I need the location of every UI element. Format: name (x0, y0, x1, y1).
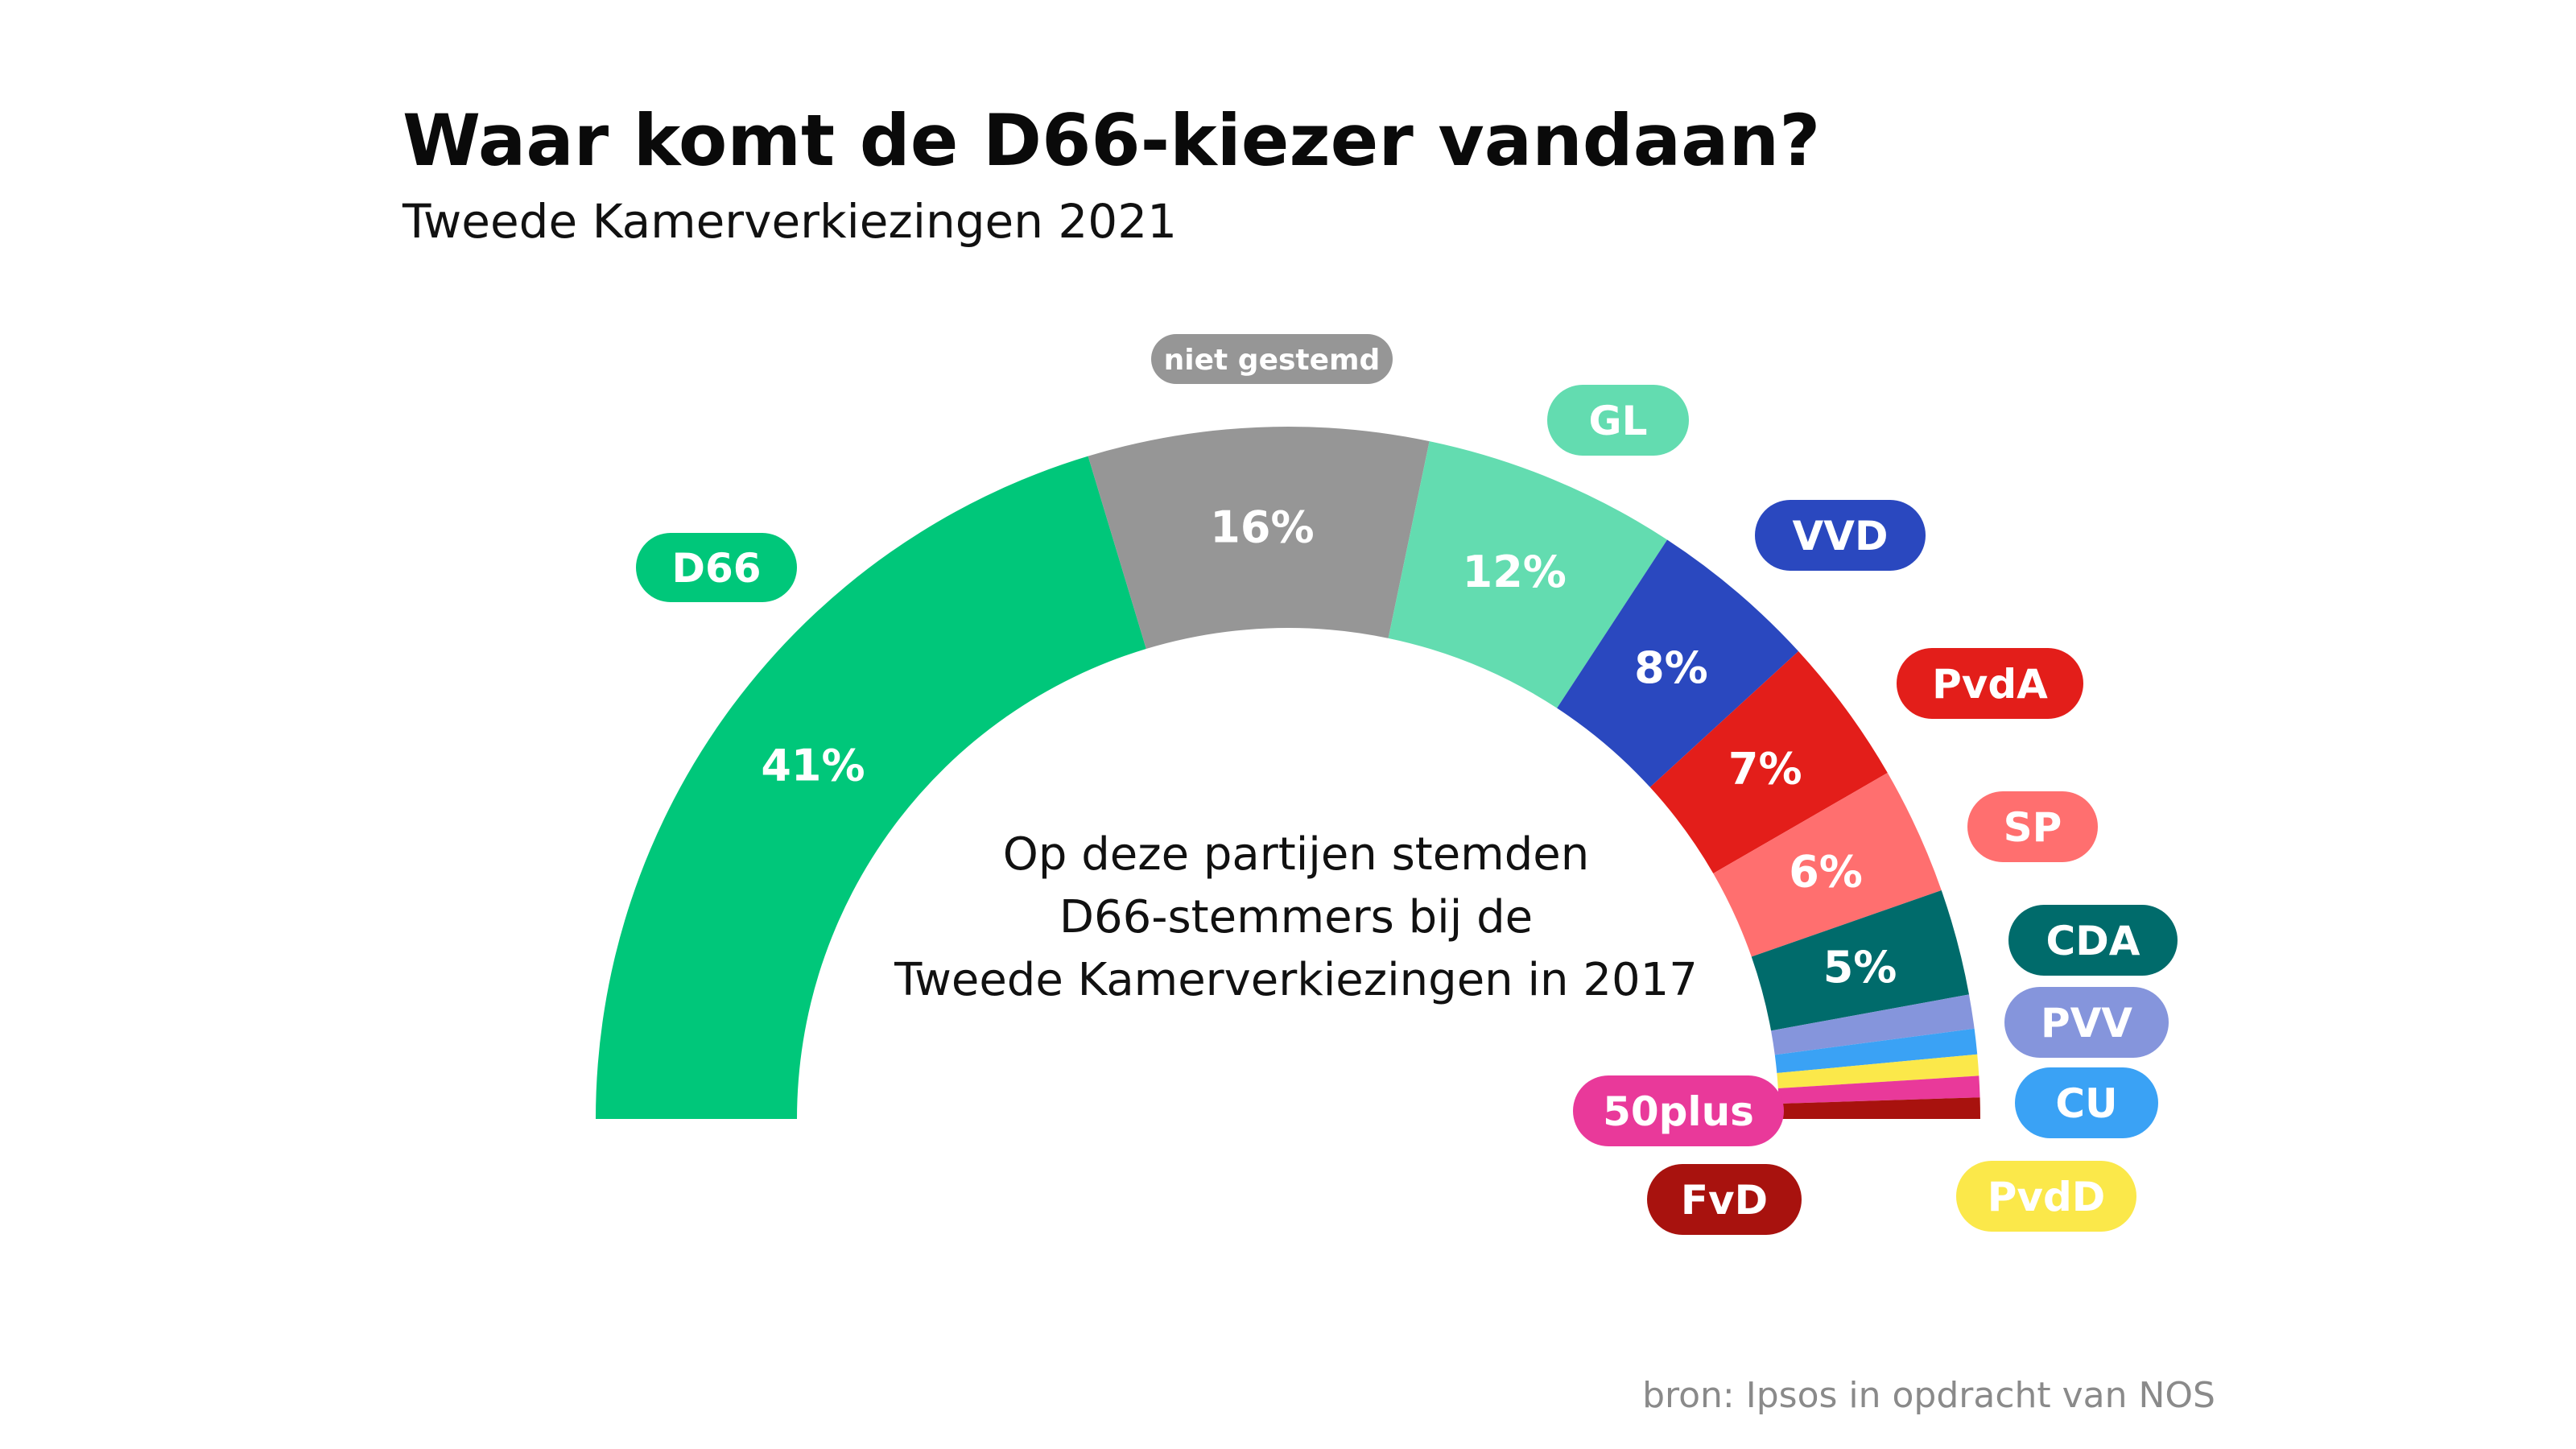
pill-bg-vvd (1755, 500, 1926, 571)
chart-slices (596, 427, 1980, 1119)
pct-label-d66: 41% (761, 741, 865, 791)
pill-bg-50plus (1573, 1075, 1784, 1146)
pill-label-pvv: PVV (2041, 1000, 2132, 1046)
slice-gl (1388, 441, 1668, 708)
chart-percent-labels: 41% 16% 12% 8% 7% 6% 5% (761, 502, 1897, 993)
pill-bg-fvd (1647, 1164, 1802, 1235)
pct-label-cda: 5% (1823, 942, 1897, 993)
pill-d66: D66 (636, 533, 797, 602)
pill-bg-pvv (2004, 987, 2169, 1058)
pill-bg-gl (1547, 385, 1689, 456)
pill-vvd: VVD (1755, 500, 1926, 571)
pill-bg-cu (2015, 1067, 2158, 1138)
pill-label-fvd: FvD (1681, 1177, 1768, 1224)
slice-sp (1713, 773, 1942, 957)
center-text-line-2: D66-stemmers bij de (1059, 891, 1533, 943)
pill-bg-niet-gestemd (1151, 334, 1393, 384)
pct-label-vvd: 8% (1634, 642, 1708, 693)
pill-pvda: PvdA (1897, 648, 2083, 719)
pill-cda: CDA (2008, 905, 2178, 976)
pct-label-niet-gestemd: 16% (1210, 502, 1314, 553)
slice-pvdd (1777, 1054, 1979, 1089)
slice-niet-gestemd (1088, 427, 1430, 649)
pill-niet-gestemd: niet gestemd (1151, 334, 1393, 384)
center-text-line-1: Op deze partijen stemden (1003, 828, 1589, 881)
slice-pvda (1649, 650, 1888, 873)
pill-pvdd: PvdD (1956, 1161, 2136, 1232)
pill-label-sp: SP (2004, 804, 2062, 851)
chart-subtitle: Tweede Kamerverkiezingen 2021 (402, 194, 1177, 249)
pill-label-pvda: PvdA (1932, 661, 2048, 708)
center-text-line-3: Tweede Kamerverkiezingen in 2017 (894, 954, 1698, 1006)
pill-label-d66: D66 (671, 545, 761, 592)
chart-source: bron: Ipsos in opdracht van NOS (1642, 1375, 2215, 1416)
pill-label-gl: GL (1589, 398, 1648, 444)
slice-d66 (596, 456, 1146, 1119)
chart-title: Waar komt de D66-kiezer vandaan? (402, 99, 1820, 182)
pill-label-niet-gestemd: niet gestemd (1164, 344, 1381, 377)
slice-vvd (1557, 539, 1799, 787)
pill-fvd: FvD (1647, 1164, 1802, 1235)
pill-bg-pvdd (1956, 1161, 2136, 1232)
slice-cda (1751, 890, 1969, 1031)
pill-bg-pvda (1897, 648, 2083, 719)
pill-sp: SP (1967, 791, 2098, 862)
pill-50plus: 50plus (1573, 1075, 1784, 1146)
pill-label-vvd: VVD (1793, 513, 1889, 559)
pill-cu: CU (2015, 1067, 2158, 1138)
pill-pvv: PVV (2004, 987, 2169, 1058)
slice-fvd (1778, 1097, 1980, 1119)
slice-pvv (1771, 994, 1975, 1055)
pill-label-50plus: 50plus (1603, 1088, 1754, 1135)
pill-label-cda: CDA (2046, 918, 2140, 964)
pill-label-pvdd: PvdD (1988, 1174, 2106, 1220)
chart-party-labels: D66 niet gestemd GL VVD PvdA SP CDA PVV CU PvdD 50… (636, 334, 2178, 1235)
pill-bg-sp (1967, 791, 2098, 862)
slice-cu (1774, 1028, 1978, 1074)
pill-bg-cda (2008, 905, 2178, 976)
slice-50plus (1777, 1075, 1980, 1104)
pct-label-sp: 6% (1789, 847, 1863, 898)
pill-bg-d66 (636, 533, 797, 602)
pill-gl: GL (1547, 385, 1689, 456)
pct-label-pvda: 7% (1728, 743, 1802, 794)
pill-label-cu: CU (2055, 1080, 2117, 1127)
pct-label-gl: 12% (1463, 547, 1567, 597)
